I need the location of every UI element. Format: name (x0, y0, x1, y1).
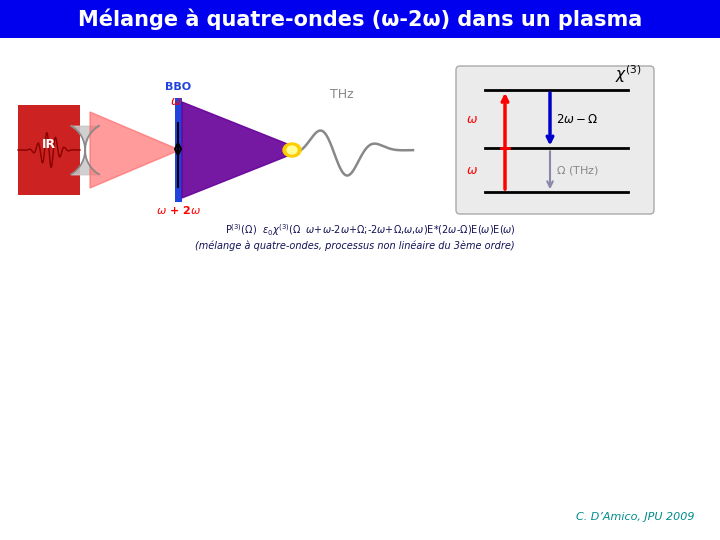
Bar (0, 0, 720, 38)
Text: $\omega$: $\omega$ (466, 113, 478, 126)
Polygon shape (182, 102, 290, 198)
Text: $\omega$: $\omega$ (466, 164, 478, 177)
FancyBboxPatch shape (456, 66, 654, 214)
Text: C. D’Amico, JPU 2009: C. D’Amico, JPU 2009 (577, 512, 695, 522)
Text: P$^{(3)}$($\Omega$)  $\varepsilon_0\chi^{(3)}$($\Omega$  $\omega$+$\omega$-2$\om: P$^{(3)}$($\Omega$) $\varepsilon_0\chi^{… (225, 222, 516, 238)
Bar (175, 98, 182, 202)
Text: (mélange à quatre-ondes, processus non linéaire du 3ème ordre): (mélange à quatre-ondes, processus non l… (195, 241, 515, 251)
Text: $\omega$ + 2$\omega$: $\omega$ + 2$\omega$ (156, 204, 200, 216)
Ellipse shape (287, 146, 297, 154)
Text: Mélange à quatre-ondes (ω-2ω) dans un plasma: Mélange à quatre-ondes (ω-2ω) dans un pl… (78, 8, 642, 30)
Text: $\Omega$ (THz): $\Omega$ (THz) (556, 164, 599, 177)
Text: BBO: BBO (166, 82, 192, 92)
Text: IR: IR (42, 138, 56, 152)
Text: THz: THz (330, 89, 354, 102)
Bar (18, 105, 80, 195)
Ellipse shape (283, 143, 301, 157)
Text: $2\omega - \Omega$: $2\omega - \Omega$ (556, 113, 598, 126)
Polygon shape (90, 112, 175, 188)
Text: $\chi^{(3)}$: $\chi^{(3)}$ (616, 63, 642, 85)
Text: $\omega$: $\omega$ (170, 95, 182, 108)
